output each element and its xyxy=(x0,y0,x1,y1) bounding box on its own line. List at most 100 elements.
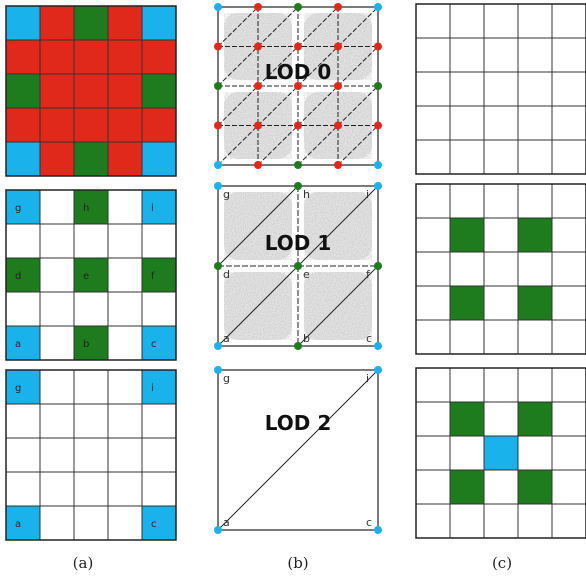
cell-label: c xyxy=(151,519,157,530)
grid-c-mid-cell xyxy=(449,319,485,355)
grid-a-bot-cell xyxy=(107,403,143,439)
grid-c-bot-cell xyxy=(517,367,553,403)
grid-c-mid-cell xyxy=(449,217,485,253)
mesh-vertex xyxy=(254,3,262,11)
mesh-diagonal xyxy=(217,85,259,126)
mesh-vertex xyxy=(374,121,382,130)
grid-c-mid-cell xyxy=(551,217,586,253)
cell-label: i xyxy=(151,203,154,214)
mesh-diagonal xyxy=(217,369,379,531)
vertex-label: e xyxy=(303,268,310,281)
grid-a-mid-cell xyxy=(73,325,109,361)
cell-label: h xyxy=(83,203,89,214)
grid-a-bot-cell xyxy=(5,369,41,405)
cell-label: a xyxy=(15,339,21,350)
mesh-diagonal xyxy=(217,125,259,166)
mesh-vertex xyxy=(294,182,302,190)
mesh-vertex xyxy=(294,82,302,90)
mesh-vertex xyxy=(214,3,222,11)
grid-a-mid-cell xyxy=(5,223,41,259)
grid-a-mid-cell xyxy=(141,189,177,225)
grid-a-mid-cell xyxy=(73,291,109,327)
grid-a-bot-cell xyxy=(107,369,143,405)
grid-c-bot-cell xyxy=(415,435,451,471)
mesh-vertex xyxy=(374,182,382,190)
vertex-label: i xyxy=(366,372,369,385)
grid-a-bot-cell xyxy=(73,471,109,507)
grid-c-mid-cell xyxy=(517,319,553,355)
grid-a-top-cell xyxy=(5,141,41,177)
caption-c: (c) xyxy=(492,554,512,572)
grid-c-top-cell xyxy=(551,139,586,175)
cell-label: a xyxy=(15,519,21,530)
cell-label: c xyxy=(151,339,157,350)
grid-c-mid-cell xyxy=(415,319,451,355)
grid-c-top-cell xyxy=(483,139,519,175)
grid-a-top-cell xyxy=(39,107,75,143)
grid-c-bot-cell xyxy=(449,401,485,437)
vertex-label: g xyxy=(223,188,230,201)
grid-a-bot-cell xyxy=(5,505,41,541)
grid-a-top-cell xyxy=(5,39,41,75)
grid-c-top-cell xyxy=(449,3,485,39)
mesh-vertex xyxy=(374,161,382,169)
grid-c-mid-cell xyxy=(415,183,451,219)
grid-a-bot-cell xyxy=(107,505,143,541)
mesh-vertex xyxy=(334,161,342,169)
mesh-border-lod2 xyxy=(217,369,379,531)
cell-label: b xyxy=(83,339,89,350)
vertex-label: b xyxy=(303,332,310,345)
vertex-label: d xyxy=(223,268,230,281)
grid-a-top-cell xyxy=(141,39,177,75)
grid-a-bot-cell xyxy=(5,437,41,473)
grid-a-bot-cell xyxy=(141,369,177,405)
grid-c-mid-cell xyxy=(449,285,485,321)
grid-c-top-cell xyxy=(415,71,451,107)
grid-a-bot-cell xyxy=(39,403,75,439)
grid-c-top xyxy=(415,3,586,175)
grid-a-mid-cell xyxy=(5,189,41,225)
grid-a-bot-cell xyxy=(141,471,177,507)
grid-c-bot-cell xyxy=(449,469,485,505)
grid-c-mid-cell xyxy=(483,183,519,219)
grid-c-mid-cell xyxy=(517,251,553,287)
grid-a-bot-cell xyxy=(73,437,109,473)
lod-title: LOD 2 xyxy=(265,411,332,435)
mesh-vertex xyxy=(334,42,342,51)
mesh-diagonal xyxy=(337,6,379,47)
grid-a-mid-cell xyxy=(39,291,75,327)
grid-c-top-cell xyxy=(551,37,586,73)
grid-a-mid-cell xyxy=(39,325,75,361)
grid-c-bot-cell xyxy=(415,469,451,505)
mesh-diagonal xyxy=(297,85,339,126)
mesh-vertex xyxy=(374,262,382,270)
grid-c-bot-cell xyxy=(517,469,553,505)
grid-c-top-cell xyxy=(551,105,586,141)
grid-c-mid-cell xyxy=(517,183,553,219)
lod-title: LOD 1 xyxy=(265,231,332,255)
grid-a-top-cell xyxy=(107,141,143,177)
grid-c-bot-cell xyxy=(483,469,519,505)
grid-a-bot-cell xyxy=(5,403,41,439)
grid-c-bot-cell xyxy=(517,503,553,539)
grid-a-top-cell xyxy=(73,5,109,41)
grid-a-mid-cell xyxy=(39,257,75,293)
grid-a-mid-cell xyxy=(5,257,41,293)
mesh-diagonal xyxy=(217,46,259,87)
grid-a-bot-cell xyxy=(73,403,109,439)
vertex-label: i xyxy=(366,188,369,201)
grid-a-mid-cell xyxy=(107,189,143,225)
grid-a-bot-cell xyxy=(141,437,177,473)
mesh-vertex xyxy=(294,121,302,130)
grid-c-mid-border xyxy=(415,183,586,355)
grid-c-bot-cell xyxy=(551,401,586,437)
grid-c-top-cell xyxy=(483,37,519,73)
grid-c-mid-cell xyxy=(551,251,586,287)
grid-a-mid-cell xyxy=(5,291,41,327)
grid-a-top-cell xyxy=(141,73,177,109)
grid-a-top-cell xyxy=(107,5,143,41)
cell-label: i xyxy=(151,383,154,394)
mesh-diagonal xyxy=(337,46,379,87)
grid-c-top-cell xyxy=(415,105,451,141)
grid-c-top-cell xyxy=(415,37,451,73)
